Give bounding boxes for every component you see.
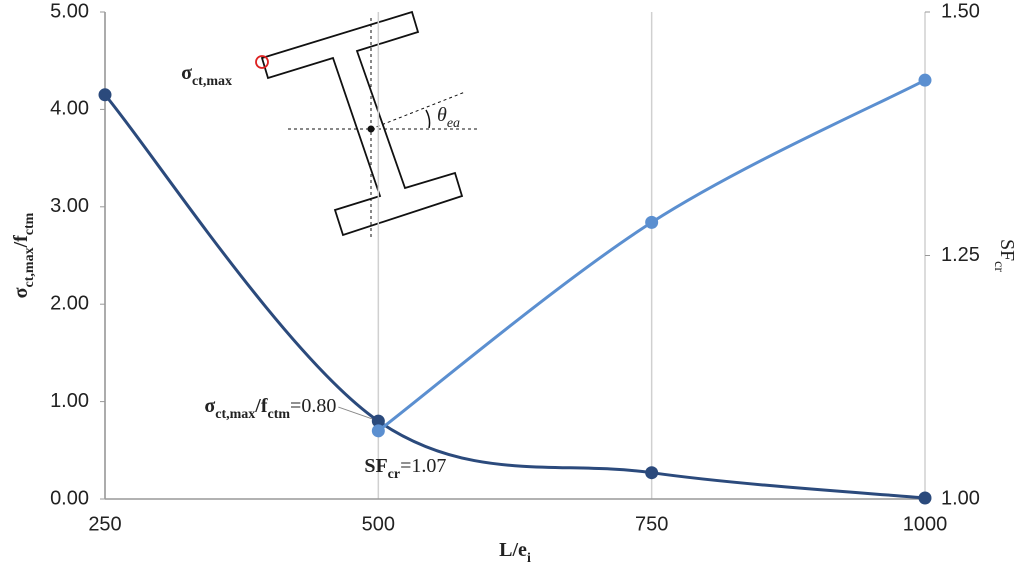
data-point [98, 88, 112, 102]
data-point [645, 215, 659, 229]
y2-axis-label-part: cr [991, 261, 1006, 272]
annotation-part: =0.80 [290, 395, 336, 417]
y2-axis-label: SFcr [991, 239, 1018, 272]
centroid [367, 125, 375, 133]
inset-label: σct,max [181, 62, 232, 89]
annotation-part: =1.07 [400, 454, 446, 476]
y-axis-label-part: σ [10, 287, 32, 298]
y-axis-label-part: /f [10, 235, 32, 249]
annotation-leader [338, 406, 379, 422]
y-tick-label: 2.00 [50, 292, 89, 314]
inset-label-part: ct,max [192, 74, 232, 89]
data-point [645, 466, 659, 480]
angle-arc [425, 109, 431, 129]
series-line [103, 93, 926, 500]
stress-point [255, 55, 269, 69]
y-axis-label-part: ctm [22, 212, 37, 235]
data-point [371, 424, 385, 438]
inset-section [255, 10, 480, 240]
y2-tick-label: 1.25 [941, 244, 980, 266]
x-tick-label: 500 [362, 513, 395, 535]
annotation-part: ctm [268, 407, 291, 422]
annotation-part: σ [204, 395, 215, 417]
y-axis-label-part: ct,max [22, 247, 37, 287]
data-point [918, 73, 932, 87]
y2-tick-label: 1.00 [941, 487, 980, 509]
annotation-part: cr [388, 467, 400, 482]
dashed-axis [370, 91, 466, 130]
annotation-part: /f [254, 395, 268, 417]
y2-tick-label: 1.50 [941, 0, 980, 22]
inset-label-part: θ [437, 104, 447, 126]
annotation: σct,max/fctm=0.80 [204, 395, 336, 422]
inset-label-part: σ [181, 62, 192, 84]
y-tick-label: 5.00 [50, 0, 89, 22]
x-axis-label: L/ei [499, 539, 531, 566]
y-tick-label: 4.00 [50, 98, 89, 120]
x-tick-label: 750 [635, 513, 668, 535]
inset-label-part: ea [447, 116, 460, 131]
y-tick-label: 3.00 [50, 195, 89, 217]
i-beam [260, 10, 464, 237]
y2-axis-label-part: SF [996, 239, 1018, 261]
data-point [371, 414, 385, 428]
annotation: SFcr=1.07 [364, 454, 446, 481]
y-axis-label: σct,max/fctm [10, 212, 37, 298]
annotation-part: ct,max [215, 407, 255, 422]
x-axis-label-part: i [527, 551, 531, 566]
y-tick-label: 0.00 [50, 487, 89, 509]
data-point [918, 491, 932, 505]
x-tick-label: 250 [88, 513, 121, 535]
inset-label: θea [437, 104, 460, 131]
x-axis-label-part: L/e [499, 539, 527, 561]
y-tick-label: 1.00 [50, 390, 89, 412]
x-tick-label: 1000 [903, 513, 948, 535]
annotation-part: SF [364, 454, 387, 476]
